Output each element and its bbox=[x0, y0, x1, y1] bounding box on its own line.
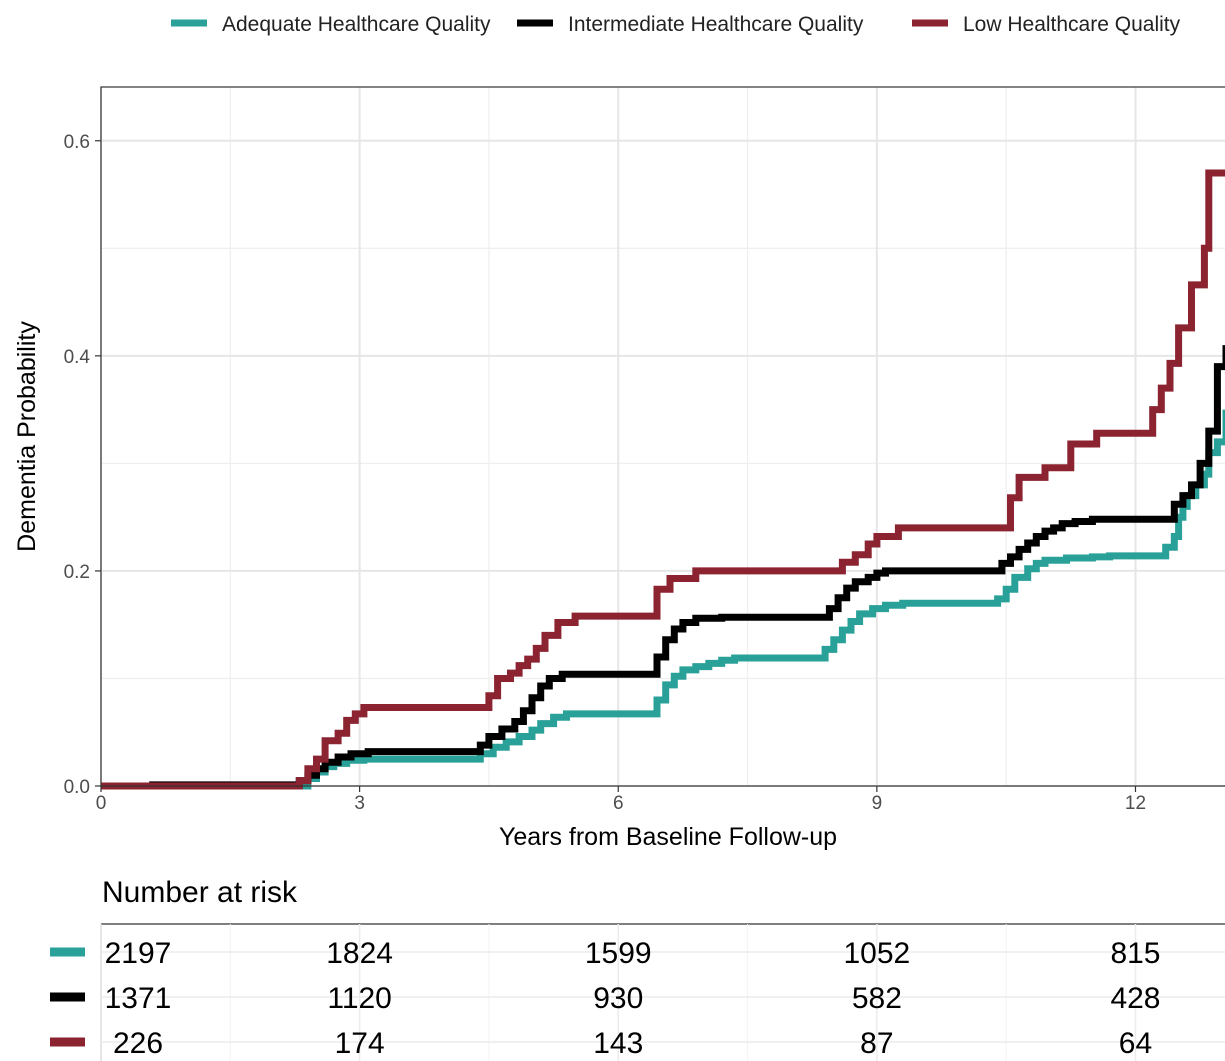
y-axis-title: Dementia Probability bbox=[13, 321, 41, 552]
legend-label-1: Adequate Healthcare Quality bbox=[222, 13, 491, 36]
risk-cell: 930 bbox=[593, 982, 643, 1015]
legend: Adequate Healthcare Quality Intermediate … bbox=[171, 13, 1181, 36]
risk-cell: 87 bbox=[860, 1027, 893, 1060]
curve-series-1 bbox=[101, 409, 1225, 790]
x-tick-label: 9 bbox=[872, 793, 883, 814]
plot-border bbox=[100, 86, 1225, 787]
x-tick-label: 12 bbox=[1125, 793, 1146, 814]
risk-table-body: 2197 1824 1599 1052 815 1371 1120 930 582 428 226 1… bbox=[50, 923, 1225, 1061]
curve-series-3 bbox=[101, 169, 1225, 790]
legend-label-2: Intermediate Healthcare Quality bbox=[568, 13, 864, 36]
x-axis: 0 3 6 9 12 bbox=[96, 786, 1146, 814]
y-tick-label: 0.4 bbox=[64, 347, 91, 368]
x-tick-label: 3 bbox=[354, 793, 365, 814]
y-axis: 0.0 0.2 0.4 0.6 bbox=[64, 132, 101, 798]
y-tick-label: 0.2 bbox=[64, 562, 90, 583]
risk-cell: 64 bbox=[1119, 1027, 1152, 1060]
risk-cell: 815 bbox=[1110, 937, 1160, 970]
risk-cell: 1052 bbox=[843, 937, 910, 970]
y-tick-label: 0.6 bbox=[64, 132, 90, 153]
risk-cell: 428 bbox=[1110, 982, 1160, 1015]
y-tick-label: 0.0 bbox=[64, 777, 90, 798]
risk-cell: 1120 bbox=[327, 982, 392, 1015]
risk-cell: 1824 bbox=[326, 937, 393, 970]
risk-table: Number at risk 2197 1824 1599 1052 815 1371 11… bbox=[50, 876, 1225, 1061]
x-axis-title: Years from Baseline Follow-up bbox=[499, 823, 837, 851]
risk-cell: 1371 bbox=[105, 982, 172, 1015]
risk-table-title: Number at risk bbox=[102, 876, 298, 909]
plot-background bbox=[101, 87, 1225, 786]
risk-cell: 226 bbox=[113, 1027, 163, 1060]
plot-panel bbox=[100, 86, 1225, 790]
x-tick-label: 6 bbox=[613, 793, 624, 814]
risk-cell: 143 bbox=[593, 1027, 643, 1060]
x-tick-label: 0 bbox=[96, 793, 107, 814]
curves bbox=[101, 169, 1225, 790]
risk-cell: 1599 bbox=[585, 937, 652, 970]
risk-cell: 174 bbox=[335, 1027, 385, 1060]
risk-cell: 2197 bbox=[105, 937, 172, 970]
legend-label-3: Low Healthcare Quality bbox=[963, 13, 1181, 36]
curve-series-2 bbox=[101, 345, 1225, 790]
risk-cell: 582 bbox=[852, 982, 902, 1015]
